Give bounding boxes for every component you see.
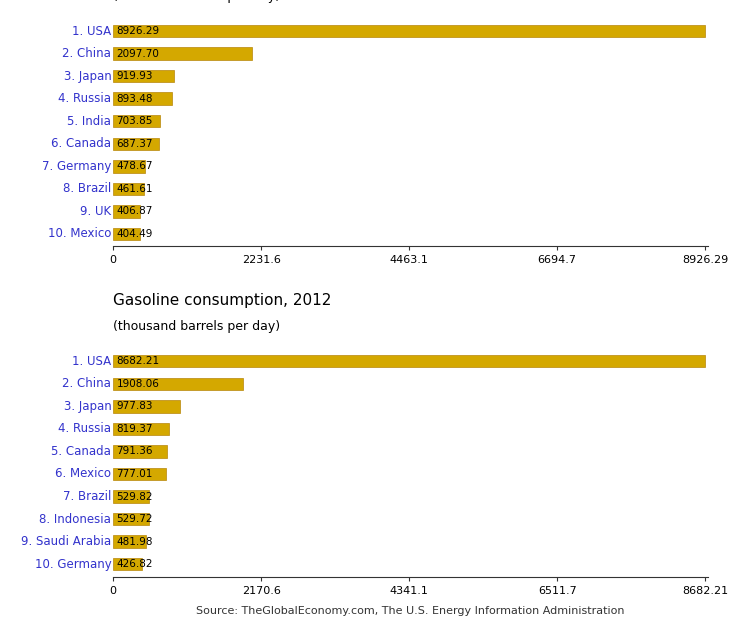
Bar (113, 205, 140, 218)
Bar (113, 490, 149, 503)
Text: 7. Germany: 7. Germany (42, 160, 112, 173)
Text: 4. Russia: 4. Russia (58, 92, 112, 105)
Text: 2. China: 2. China (63, 378, 112, 391)
Text: 8. Indonesia: 8. Indonesia (39, 513, 112, 526)
Text: 819.37: 819.37 (117, 424, 153, 434)
Bar (113, 47, 253, 60)
Bar (113, 138, 158, 150)
Text: 461.61: 461.61 (117, 184, 153, 194)
Text: 5. Canada: 5. Canada (52, 445, 112, 458)
Text: 5. India: 5. India (67, 115, 112, 128)
Text: (thousand barrels per day): (thousand barrels per day) (113, 0, 280, 2)
Text: Source: TheGlobalEconomy.com, The U.S. Energy Information Administration: Source: TheGlobalEconomy.com, The U.S. E… (196, 606, 625, 616)
Bar (113, 115, 160, 127)
Text: 478.67: 478.67 (117, 161, 153, 171)
Bar (113, 355, 705, 368)
Text: 919.93: 919.93 (117, 71, 153, 81)
Text: 687.37: 687.37 (117, 139, 153, 149)
Bar (113, 536, 146, 548)
Bar (113, 445, 167, 458)
Bar (113, 558, 142, 570)
Text: 529.82: 529.82 (117, 492, 153, 502)
Text: 8682.21: 8682.21 (117, 356, 160, 366)
Text: 529.72: 529.72 (117, 514, 153, 524)
Text: 703.85: 703.85 (117, 116, 153, 126)
Text: 7. Brazil: 7. Brazil (63, 490, 112, 503)
Text: 791.36: 791.36 (117, 446, 153, 456)
Bar (113, 70, 174, 82)
Text: 1908.06: 1908.06 (117, 379, 159, 389)
Bar (113, 183, 144, 195)
Text: 3. Japan: 3. Japan (64, 400, 112, 413)
Text: 8. Brazil: 8. Brazil (63, 182, 112, 195)
Text: 2097.70: 2097.70 (117, 48, 159, 58)
Text: (thousand barrels per day): (thousand barrels per day) (113, 320, 280, 333)
Bar (113, 513, 149, 525)
Text: 1. USA: 1. USA (72, 25, 112, 37)
Text: 4. Russia: 4. Russia (58, 422, 112, 435)
Bar (113, 423, 169, 435)
Text: 9. UK: 9. UK (80, 205, 112, 218)
Bar (113, 378, 243, 390)
Bar (113, 468, 166, 481)
Text: 481.98: 481.98 (117, 537, 153, 547)
Text: 1. USA: 1. USA (72, 355, 112, 368)
Bar (113, 92, 172, 105)
Text: 10. Germany: 10. Germany (34, 558, 112, 570)
Text: 893.48: 893.48 (117, 94, 153, 104)
Text: 977.83: 977.83 (117, 401, 153, 411)
Text: 10. Mexico: 10. Mexico (48, 228, 112, 241)
Text: 777.01: 777.01 (117, 469, 153, 479)
Text: 3. Japan: 3. Japan (64, 69, 112, 82)
Text: 6. Mexico: 6. Mexico (55, 467, 112, 481)
Text: 404.49: 404.49 (117, 229, 153, 239)
Text: 6. Canada: 6. Canada (51, 137, 112, 150)
Text: 426.82: 426.82 (117, 559, 153, 569)
Text: 2. China: 2. China (63, 47, 112, 60)
Bar (113, 400, 180, 412)
Bar (113, 25, 705, 37)
Bar (113, 160, 145, 172)
Text: Gasoline consumption, 2012: Gasoline consumption, 2012 (113, 293, 331, 308)
Bar (113, 228, 140, 240)
Text: 9. Saudi Arabia: 9. Saudi Arabia (21, 535, 112, 548)
Text: 406.87: 406.87 (117, 206, 153, 216)
Text: 8926.29: 8926.29 (117, 26, 160, 36)
